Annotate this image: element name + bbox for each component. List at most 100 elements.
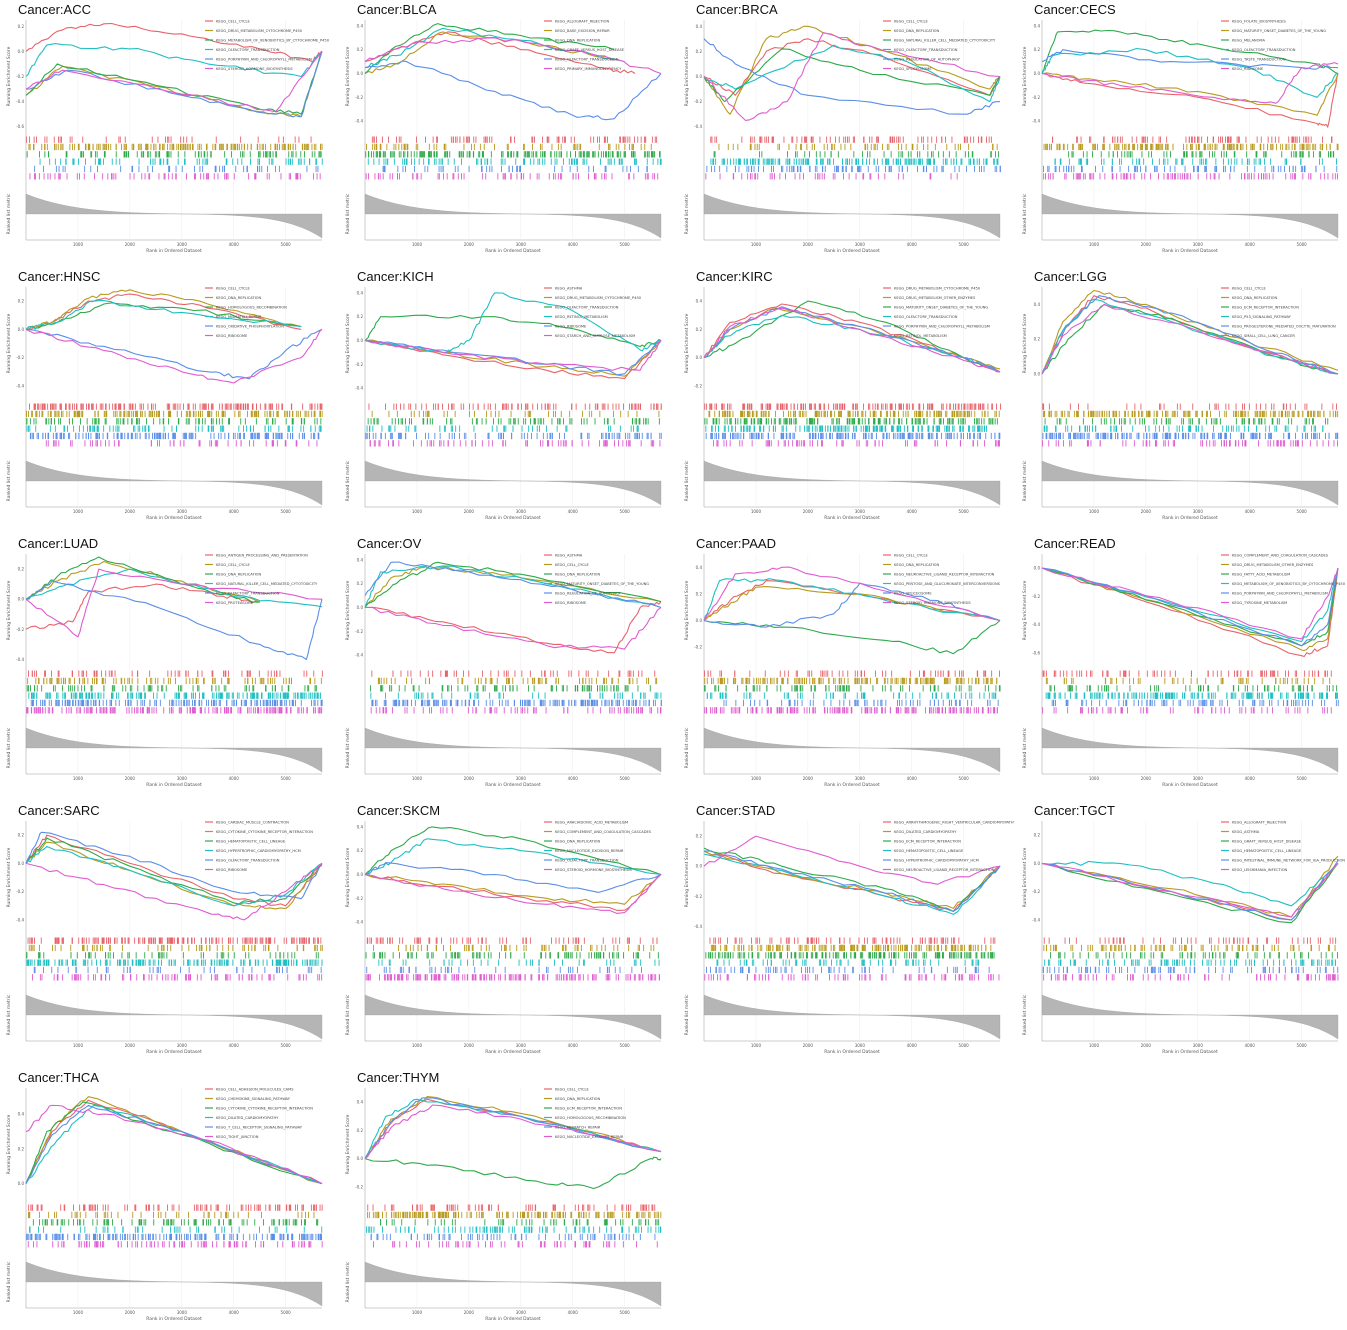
x-tick-label: 1000 xyxy=(73,242,84,247)
x-tick-label: 1000 xyxy=(751,242,762,247)
legend-label: KEGG_GRAFT_VERSUS_HOST_DISEASE xyxy=(1232,839,1302,843)
legend-label: KEGG_NEUROACTIVE_LIGAND_RECEPTOR_INTERAC… xyxy=(894,868,995,872)
hit-bar-row xyxy=(1044,960,1336,966)
legend-label: KEGG_CARDIAC_MUSCLE_CONTRACTION xyxy=(216,820,289,824)
y-axis-title: Running Enrichment Score xyxy=(345,847,351,907)
x-tick-label: 5000 xyxy=(281,1310,292,1315)
ranked-metric-area xyxy=(365,728,661,772)
x-tick-label: 1000 xyxy=(73,776,84,781)
y-tick-label: -0.6 xyxy=(16,124,24,129)
hit-bar-row xyxy=(1043,967,1339,973)
enrichment-score-line xyxy=(1042,863,1338,917)
hit-bar-row xyxy=(27,426,322,432)
y-tick-label: 0.0 xyxy=(1034,71,1041,76)
y-tick-label: -0.4 xyxy=(1032,622,1040,627)
enrichment-score-line xyxy=(1042,856,1338,917)
legend-label: KEGG_PROTEASOME xyxy=(216,601,254,605)
hit-bar-row xyxy=(367,426,639,432)
hit-bar-row xyxy=(371,707,662,713)
legend-label: KEGG_OLFACTORY_TRANSDUCTION xyxy=(555,57,619,61)
y-tick-label: -0.2 xyxy=(355,95,363,100)
x-axis-title: Rank in Ordered Dataset xyxy=(485,782,541,788)
y-axis-title-metric: Ranked list metric xyxy=(6,1261,12,1302)
x-tick-label: 5000 xyxy=(620,242,631,247)
hit-bar-row xyxy=(1042,404,1337,410)
legend-label: KEGG_OLFACTORY_TRANSDUCTION xyxy=(894,315,958,319)
legend-label: KEGG_CELL_CYCLE xyxy=(555,1087,590,1091)
x-tick-label: 5000 xyxy=(1297,242,1308,247)
legend-label: KEGG_MATURITY_ONSET_DIABETES_OF_THE_YOUN… xyxy=(894,305,988,309)
hit-bar-row xyxy=(714,151,999,157)
y-tick-label: 0.0 xyxy=(696,74,703,79)
x-tick-label: 5000 xyxy=(281,509,292,514)
y-axis-title: Running Enrichment Score xyxy=(684,847,690,907)
x-tick-label: 4000 xyxy=(1245,509,1256,514)
y-tick-label: 0.4 xyxy=(357,290,364,295)
hit-bar-row xyxy=(1045,418,1329,424)
x-tick-label: 2000 xyxy=(125,1043,136,1048)
y-axis-title: Running Enrichment Score xyxy=(345,1114,351,1174)
legend-label: KEGG_MISMATCH_REPAIR xyxy=(555,1125,601,1129)
hit-bar-row xyxy=(383,166,648,172)
ranked-metric-area xyxy=(26,194,322,238)
hit-bar-row xyxy=(34,166,318,172)
x-tick-label: 3000 xyxy=(516,776,527,781)
y-axis-title: Running Enrichment Score xyxy=(6,847,12,907)
enrichment-score-line xyxy=(1042,49,1338,98)
x-tick-label: 3000 xyxy=(855,509,866,514)
hit-bar-row xyxy=(705,173,957,179)
x-tick-label: 4000 xyxy=(229,1310,240,1315)
y-axis-title-metric: Ranked list metric xyxy=(6,994,12,1035)
y-tick-label: 0.2 xyxy=(1034,337,1041,342)
x-axis-title: Rank in Ordered Dataset xyxy=(1162,515,1218,521)
y-tick-label: 0.2 xyxy=(18,833,25,838)
legend-label: KEGG_ASTHMA xyxy=(1232,830,1260,834)
y-tick-label: -0.4 xyxy=(16,383,24,388)
hit-bar-row xyxy=(704,678,997,684)
y-axis-title: Running Enrichment Score xyxy=(6,580,12,640)
x-tick-label: 2000 xyxy=(464,1310,475,1315)
x-axis-title: Rank in Ordered Dataset xyxy=(485,248,541,254)
x-tick-label: 4000 xyxy=(568,776,579,781)
legend-label: KEGG_RIBOSOME xyxy=(555,324,587,328)
hit-bar-row xyxy=(28,1212,314,1218)
x-tick-label: 3000 xyxy=(177,1043,188,1048)
hit-bar-row xyxy=(28,1241,323,1247)
legend-label: KEGG_NUCLEOTIDE_EXCISION_REPAIR xyxy=(555,1135,624,1139)
legend-label: KEGG_PROGESTERONE_MEDIATED_OOCYTE_MATURA… xyxy=(1232,324,1336,328)
legend-label: KEGG_OLFACTORY_TRANSDUCTION xyxy=(555,858,619,862)
y-axis-title-metric: Ranked list metric xyxy=(684,727,690,768)
hit-bar-row xyxy=(365,433,661,439)
hit-bar-row xyxy=(30,433,319,439)
legend-label: KEGG_DNA_REPLICATION xyxy=(555,839,600,843)
y-tick-label: -0.2 xyxy=(694,645,702,650)
hit-bar-row xyxy=(40,159,323,165)
hit-bar-row xyxy=(33,1219,318,1225)
x-tick-label: 1000 xyxy=(1089,242,1100,247)
y-tick-label: 0.4 xyxy=(357,1100,364,1105)
hit-bar-row xyxy=(26,137,312,143)
hit-bar-row xyxy=(28,671,323,677)
y-axis-title-metric: Ranked list metric xyxy=(345,460,351,501)
enrichment-score-line xyxy=(1042,568,1338,642)
enrichment-score-line xyxy=(1042,304,1338,374)
hit-bar-row xyxy=(367,1212,661,1218)
y-tick-label: 0.4 xyxy=(696,24,703,29)
legend-label: KEGG_ALLOGRAFT_REJECTION xyxy=(555,19,609,23)
x-axis-title: Rank in Ordered Dataset xyxy=(485,1049,541,1055)
enrichment-score-line xyxy=(1042,861,1338,920)
x-axis-title: Rank in Ordered Dataset xyxy=(824,515,880,521)
y-tick-label: 0.0 xyxy=(696,864,703,869)
y-axis-title: Running Enrichment Score xyxy=(6,1114,12,1174)
y-axis-title-metric: Ranked list metric xyxy=(345,994,351,1035)
x-axis-title: Rank in Ordered Dataset xyxy=(485,515,541,521)
x-axis-title: Rank in Ordered Dataset xyxy=(146,248,202,254)
y-axis-title: Running Enrichment Score xyxy=(1022,580,1028,640)
hit-bar-row xyxy=(711,945,991,951)
hit-bar-row xyxy=(704,974,999,980)
